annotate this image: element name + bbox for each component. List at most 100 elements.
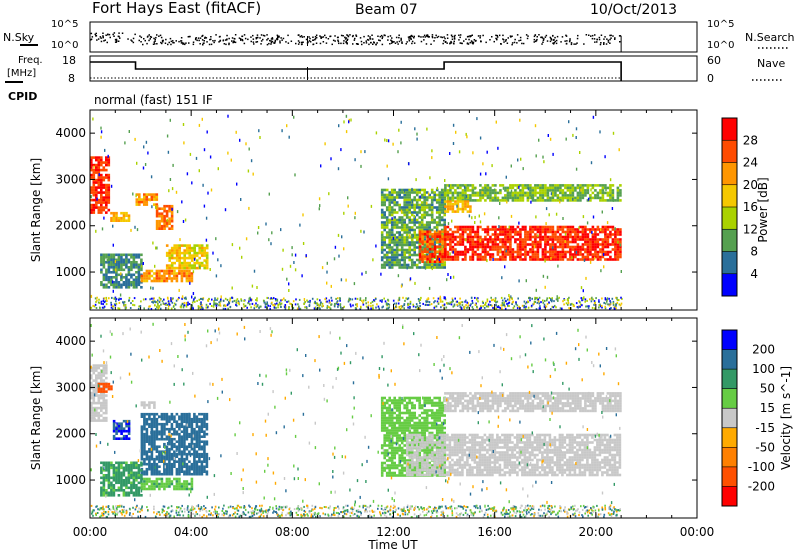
nsky-point (426, 35, 428, 38)
heatmap-cell (506, 253, 510, 256)
speckle (538, 138, 540, 142)
speckle (223, 304, 225, 307)
heatmap-cell (390, 251, 394, 254)
heatmap-cell (471, 186, 475, 190)
speckle (580, 188, 582, 192)
nsky-point (383, 34, 385, 36)
heatmap-cell (564, 196, 567, 200)
heatmap-cell (449, 258, 452, 261)
heatmap-cell (581, 248, 585, 251)
heatmap-cell (541, 248, 545, 251)
heatmap-cell (205, 259, 209, 262)
heatmap-cell (95, 409, 98, 412)
heatmap-cell (145, 193, 149, 196)
heatmap-cell (469, 196, 472, 200)
heatmap-cell (380, 191, 384, 194)
heatmap-cell (170, 224, 174, 228)
heatmap-cell (175, 274, 179, 278)
nsky-point (408, 40, 411, 42)
heatmap-cell (556, 245, 560, 249)
heatmap-cell (92, 156, 96, 159)
nsky-point (425, 43, 428, 45)
speckle (544, 299, 546, 302)
heatmap-cell (130, 268, 133, 272)
heatmap-cell (153, 417, 156, 421)
speckle (291, 253, 293, 257)
heatmap-cell (95, 384, 98, 387)
speckle (395, 304, 397, 307)
speckle (584, 300, 586, 303)
heatmap-cell (150, 425, 154, 428)
speckle (103, 216, 105, 220)
heatmap-cell (120, 286, 123, 289)
speckle (387, 307, 390, 310)
heatmap-cell (400, 223, 404, 227)
speckle (144, 298, 147, 301)
heatmap-cell (200, 251, 204, 255)
nsky-point (496, 38, 498, 41)
heatmap-cell (554, 189, 557, 192)
nsky-point (600, 42, 602, 44)
heatmap-cell (165, 272, 169, 275)
nsky-point (566, 40, 568, 42)
heatmap-cell (554, 235, 557, 239)
speckle (149, 305, 151, 308)
heatmap-cell (604, 253, 607, 256)
heatmap-cell (203, 251, 206, 255)
nsky-point (367, 39, 370, 41)
speckle (472, 151, 474, 155)
speckle (452, 275, 455, 279)
speckle (524, 302, 527, 305)
heatmap-cell (403, 243, 406, 247)
speckle (160, 298, 162, 300)
speckle (105, 298, 108, 301)
heatmap-cell (609, 225, 612, 229)
speckle (447, 273, 449, 276)
speckle (284, 304, 287, 306)
heatmap-cell (554, 245, 557, 249)
nsky-point (363, 42, 365, 44)
speckle (377, 305, 380, 308)
speckle (170, 307, 173, 310)
speckle (191, 181, 193, 185)
heatmap-cell (140, 440, 144, 443)
heatmap-cell (438, 266, 441, 269)
heatmap-cell (476, 199, 480, 202)
speckle (92, 304, 94, 307)
nsky-point (244, 37, 247, 40)
speckle (575, 136, 577, 139)
heatmap-cell (135, 261, 138, 264)
heatmap-cell (390, 196, 394, 199)
heatmap-cell (459, 235, 462, 239)
heatmap-cell (561, 250, 565, 254)
nsky-point (535, 40, 537, 43)
heatmap-cell (616, 233, 620, 236)
heatmap-cell (393, 251, 396, 254)
speckle (297, 303, 299, 306)
heatmap-cell (504, 196, 507, 200)
heatmap-cell (390, 201, 394, 204)
heatmap-cell (400, 218, 404, 222)
heatmap-cell (400, 253, 404, 257)
speckle (100, 302, 103, 305)
heatmap-cell (165, 279, 169, 283)
speckle (271, 301, 273, 304)
nsky-point (205, 37, 208, 39)
heatmap-cell (469, 210, 472, 213)
heatmap-cell (117, 424, 121, 428)
heatmap-cell (120, 424, 123, 428)
heatmap-cell (536, 258, 540, 261)
speckle (99, 306, 101, 309)
heatmap-cell (155, 427, 159, 431)
speckle (373, 299, 375, 302)
heatmap-cell (438, 250, 442, 253)
heatmap-cell (586, 235, 590, 239)
heatmap-cell (153, 442, 156, 446)
heatmap-cell (138, 198, 141, 201)
speckle (409, 305, 411, 308)
heatmap-cell (410, 213, 414, 217)
speckle (218, 304, 220, 307)
nsky-point (271, 38, 274, 40)
heatmap-cell (148, 269, 151, 273)
heatmap-cell (135, 276, 138, 279)
